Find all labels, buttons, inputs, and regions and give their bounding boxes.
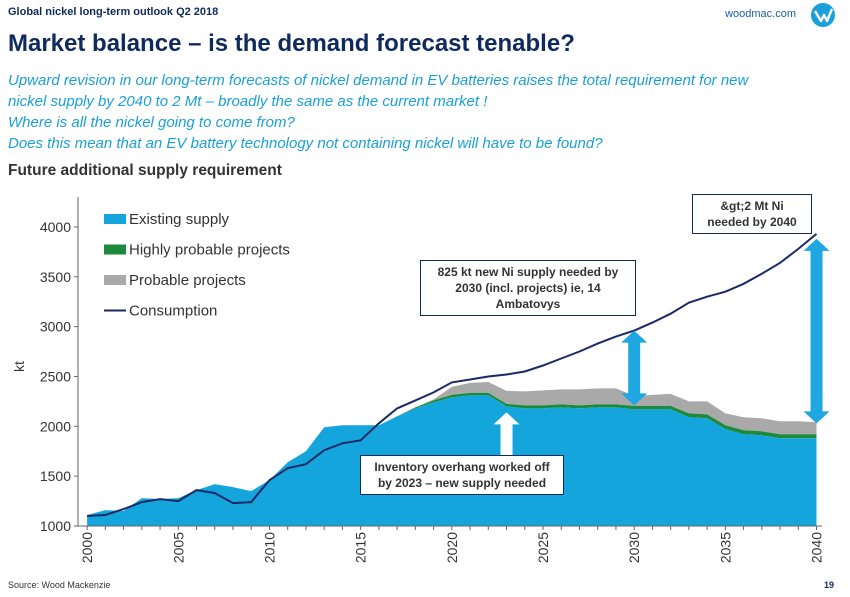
legend-label: Highly probable projects: [129, 242, 290, 259]
x-tick-label: 2035: [717, 532, 733, 563]
source-note: Source: Wood Mackenzie: [8, 580, 111, 590]
legend-label: Consumption: [129, 303, 217, 320]
site-link[interactable]: woodmac.com: [725, 8, 796, 20]
gap-arrow: [621, 330, 648, 406]
y-tick-label: 2000: [40, 418, 71, 434]
x-tick-label: 2000: [79, 532, 95, 563]
subtitle-line: Upward revision in our long-term forecas…: [8, 72, 749, 89]
y-tick-label: 3000: [40, 319, 71, 335]
x-tick-label: 2005: [170, 532, 186, 563]
x-tick-label: 2025: [535, 532, 551, 563]
x-tick-label: 2040: [809, 532, 825, 563]
x-tick-label: 2020: [444, 532, 460, 563]
legend-swatch: [104, 244, 126, 255]
subtitle-line: Where is all the nickel going to come fr…: [8, 114, 295, 131]
subtitle-line: nickel supply by 2040 to 2 Mt – broadly …: [8, 93, 488, 110]
x-tick-label: 2015: [353, 532, 369, 563]
subtitle-line: Does this mean that an EV battery techno…: [8, 135, 603, 152]
legend-swatch: [104, 275, 126, 285]
y-tick-label: 1000: [40, 518, 71, 534]
y-tick-label: 3500: [40, 269, 71, 285]
annotation-2040: &gt;2 Mt Ni needed by 2040: [692, 194, 812, 234]
section-title: Future additional supply requirement: [8, 162, 282, 179]
legend-label: Existing supply: [129, 211, 230, 228]
inventory-arrow: [493, 412, 520, 456]
report-title: Global nickel long-term outlook Q2 2018: [8, 6, 219, 18]
annotation-inventory: Inventory overhang worked off by 2023 – …: [360, 455, 564, 495]
woodmac-logo-icon: [811, 3, 835, 27]
y-tick-label: 1500: [40, 468, 71, 484]
subtitle: Upward revision in our long-term forecas…: [8, 70, 828, 154]
y-tick-label: 2500: [40, 368, 71, 384]
x-tick-label: 2010: [261, 532, 277, 563]
consumption-line: [87, 233, 818, 517]
annotation-2030: 825 kt new Ni supply needed by 2030 (inc…: [420, 260, 636, 316]
y-tick-label: 4000: [40, 219, 71, 235]
gap-arrow: [803, 238, 830, 424]
y-axis-label: kt: [11, 361, 27, 372]
legend-label: Probable projects: [129, 272, 246, 289]
x-tick-label: 2030: [626, 532, 642, 563]
page-title: Market balance – is the demand forecast …: [8, 30, 575, 57]
page-number: 19: [823, 580, 834, 590]
supply-chart: 1000 1500 2000 2500 3000 3500 4000 2000 2005 2010…: [11, 197, 830, 563]
legend-swatch: [104, 214, 126, 224]
